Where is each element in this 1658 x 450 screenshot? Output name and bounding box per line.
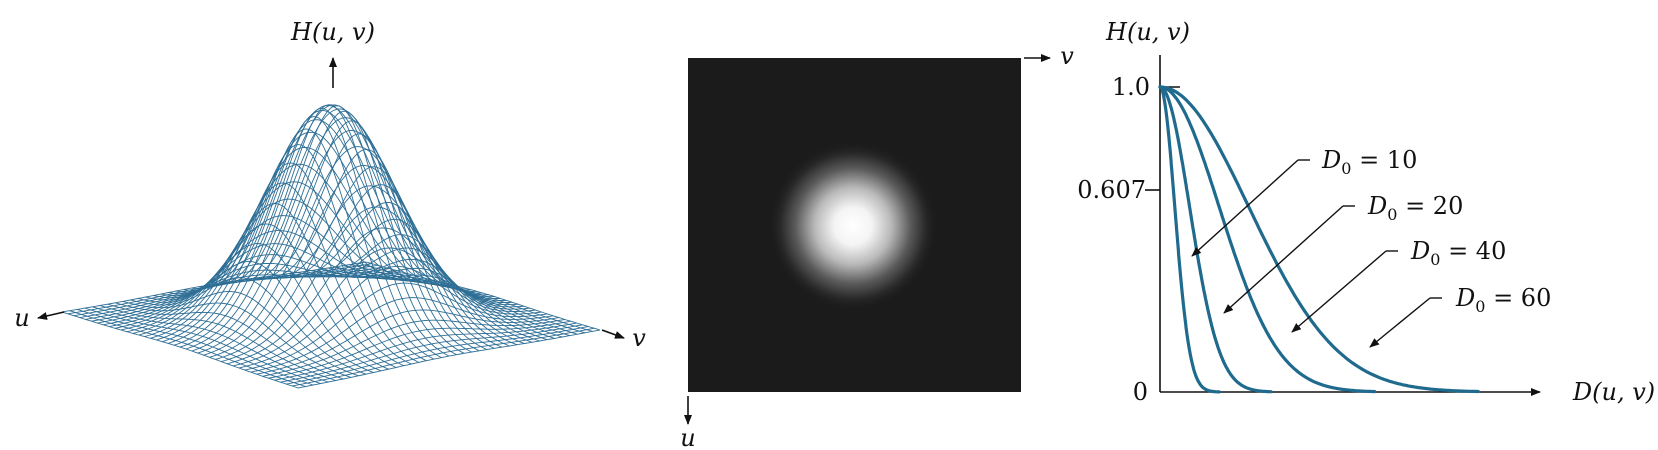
mesh-h-axis-label: H(u, v) xyxy=(290,18,375,46)
mesh-v-axis-arrow xyxy=(601,329,625,339)
filter-image-panel: v u xyxy=(680,42,1074,450)
mesh-grid-line-u xyxy=(173,105,478,346)
gaussian-mesh-surface xyxy=(61,104,601,389)
curve-label-arrow-10 xyxy=(1191,159,1299,257)
mesh-grid-line-v xyxy=(115,302,352,378)
mesh-grid-line-v xyxy=(69,310,306,387)
mesh-grid-line-v xyxy=(229,110,465,354)
mesh-grid-line-v xyxy=(122,291,359,377)
mesh-grid-line-v xyxy=(84,307,321,384)
mesh-grid-line-v xyxy=(99,305,336,381)
mesh-grid-line-u xyxy=(115,243,419,329)
curve-label-d0-40: D0 = 40 xyxy=(1410,237,1506,269)
mesh-u-axis-arrow xyxy=(37,311,65,320)
mesh-grid-line-v xyxy=(251,148,487,350)
profile-curve-d0-20 xyxy=(1158,85,1273,394)
mesh-grid-line-v xyxy=(358,262,593,332)
mesh-v-axis-label: v xyxy=(632,324,646,352)
mesh-grid-line-v xyxy=(145,243,382,372)
mesh-grid-line-v xyxy=(289,234,525,344)
profile-y-axis-label: H(u, v) xyxy=(1105,18,1190,46)
profile-y-tick-label-1: 1.0 xyxy=(1112,73,1150,101)
mesh-grid-line-v xyxy=(327,267,563,338)
profile-curve-d0-60 xyxy=(1158,85,1480,394)
curve-label-d0-20: D0 = 20 xyxy=(1367,192,1463,224)
curve-label-arrow-40 xyxy=(1291,250,1387,333)
mesh-grid-line-u xyxy=(297,329,601,389)
image-v-axis-label: v xyxy=(1060,42,1074,70)
profile-curves xyxy=(1158,85,1480,394)
mesh-grid-line-v xyxy=(244,133,480,352)
mesh-grid-line-v xyxy=(183,144,420,363)
curve-label-arrow-60 xyxy=(1369,297,1431,348)
mesh-grid-line-v xyxy=(61,311,299,389)
mesh-grid-line-v xyxy=(335,266,570,337)
mesh-u-axis-label: u xyxy=(14,304,29,332)
filter-image-bright-center xyxy=(768,141,938,311)
profile-curve-d0-10 xyxy=(1158,85,1221,394)
mesh-grid-line-v xyxy=(297,247,533,343)
mesh-grid-line-u xyxy=(238,266,542,369)
mesh-grid-line-v xyxy=(175,162,412,365)
mesh-grid-line-v xyxy=(365,261,601,331)
mesh-grid-line-u xyxy=(79,266,384,319)
mesh-grid-line-v xyxy=(213,104,450,357)
mesh-grid-line-u xyxy=(191,117,495,352)
mesh-grid-line-v xyxy=(130,277,367,375)
mesh-grid-line-v xyxy=(92,306,329,383)
mesh-grid-line-v xyxy=(107,303,344,380)
profile-y-tick-label-0: 0 xyxy=(1133,378,1148,406)
mesh-grid-line-v xyxy=(267,184,502,348)
curve-label-arrow-20 xyxy=(1223,205,1344,314)
mesh-grid-line-u xyxy=(156,131,460,341)
mesh-grid-line-v xyxy=(236,120,472,353)
curve-label-d0-60: D0 = 60 xyxy=(1455,284,1551,316)
mesh-grid-line-v xyxy=(206,107,442,358)
mesh-grid-line-v xyxy=(350,263,586,334)
mesh-grid-line-v xyxy=(198,116,435,360)
profile-y-tick-label-0607: 0.607 xyxy=(1077,176,1146,204)
image-u-axis-label: u xyxy=(680,424,695,450)
mesh-plot-panel: H(u, v) u v xyxy=(14,18,646,389)
mesh-grid-line-v xyxy=(320,268,555,339)
mesh-grid-line-v xyxy=(259,166,495,349)
mesh-grid-line-v xyxy=(191,128,427,362)
mesh-grid-line-v xyxy=(282,218,518,346)
mesh-grid-line-v xyxy=(274,202,510,347)
mesh-grid-line-v xyxy=(137,261,374,373)
profile-curve-labels: D0 = 10 D0 = 20 D0 = 40 D0 = 60 xyxy=(1191,146,1551,348)
mesh-grid-line-u xyxy=(150,146,454,339)
mesh-grid-line-v xyxy=(312,267,548,341)
profile-x-axis-label: D(u, v) xyxy=(1572,378,1655,406)
mesh-grid-line-v xyxy=(221,105,457,356)
curve-label-d0-10: D0 = 10 xyxy=(1321,146,1417,178)
profile-curve-d0-40 xyxy=(1158,85,1377,394)
mesh-grid-line-v xyxy=(77,308,314,386)
mesh-grid-line-v xyxy=(343,265,578,335)
mesh-grid-line-u xyxy=(185,108,489,350)
